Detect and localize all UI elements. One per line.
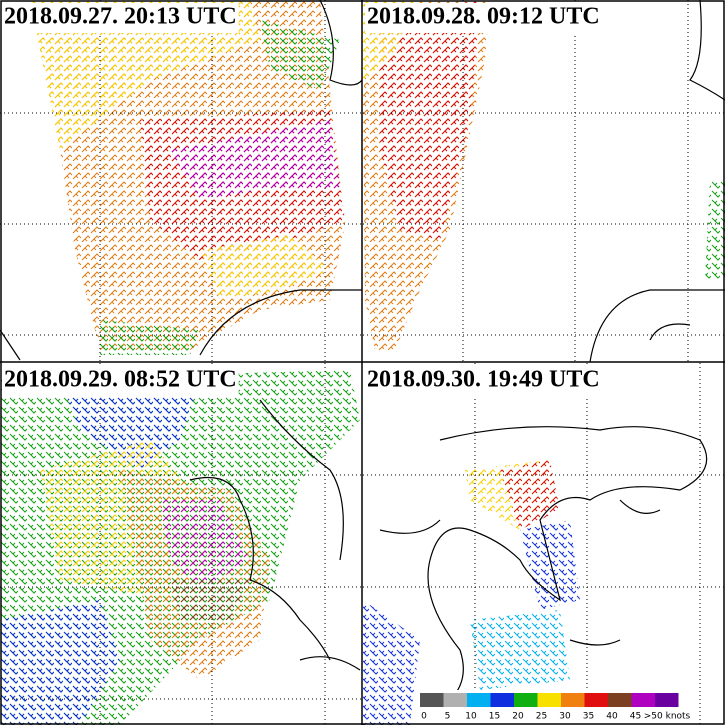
coastline — [589, 0, 725, 363]
panel-title: 2018.09.30. 19:49 UTC — [367, 367, 600, 393]
graticule — [363, 0, 725, 362]
wind-swath — [705, 180, 725, 280]
colorbar-label: 40 — [606, 712, 618, 722]
wind-swath — [260, 20, 340, 90]
title-background — [2, 3, 239, 33]
graticule — [0, 363, 362, 725]
colorbar-label: 20 — [512, 712, 524, 722]
colorbar-label: 0 — [421, 712, 427, 722]
wind-swath — [200, 235, 330, 300]
wind-swath — [170, 580, 250, 620]
wind-swath — [0, 600, 120, 725]
panel-title: 2018.09.27. 20:13 UTC — [4, 4, 237, 30]
wind-swath — [160, 500, 250, 590]
colorbar-label: 45 — [630, 712, 641, 722]
wind-swath — [470, 610, 570, 690]
colorbar-label: 25 — [536, 712, 547, 722]
title-background — [2, 366, 239, 396]
panel-title: 2018.09.29. 08:52 UTC — [4, 367, 237, 393]
colorbar-label: 10 — [465, 712, 477, 722]
colorbar-swatch — [631, 693, 655, 707]
titles: 2018.09.27. 20:13 UTC 2018.09.28. 09:12 U… — [2, 3, 602, 396]
colorbar-swatch — [584, 693, 608, 707]
panel — [0, 0, 363, 362]
title-background — [365, 366, 602, 396]
colorbar-label: 15 — [489, 712, 500, 722]
title-background — [365, 3, 602, 33]
wind-swath — [60, 380, 200, 470]
colorbar-label: 35 — [583, 712, 594, 722]
panel — [0, 363, 362, 725]
wind-swath — [363, 600, 420, 725]
wind-swath — [520, 520, 580, 610]
graticule — [363, 363, 725, 725]
colorbar-swatch — [443, 693, 467, 707]
colorbar-swatch — [420, 693, 444, 707]
wind-swath — [380, 0, 480, 240]
colorbar-swatch — [561, 693, 585, 707]
colorbar: 0 5 10 15 20 25 30 35 40 45 >50 knots — [414, 690, 697, 724]
wind-swath — [100, 320, 200, 355]
colorbar-label: 5 — [445, 712, 451, 722]
colorbar-swatch — [467, 693, 491, 707]
panel — [363, 363, 725, 725]
colorbar-swatch — [537, 693, 561, 707]
wind-swath — [30, 0, 260, 150]
panel-title: 2018.09.28. 09:12 UTC — [367, 4, 600, 30]
colorbar-label: 30 — [559, 712, 571, 722]
colorbar-swatch — [655, 693, 679, 707]
colorbar-label: >50 knots — [644, 712, 691, 722]
graticule — [0, 0, 362, 362]
coastline — [189, 399, 361, 671]
panel — [363, 0, 725, 363]
colorbar-swatch — [490, 693, 514, 707]
colorbar-swatch — [608, 693, 632, 707]
coastline — [379, 426, 708, 701]
colorbar-swatch — [514, 693, 538, 707]
